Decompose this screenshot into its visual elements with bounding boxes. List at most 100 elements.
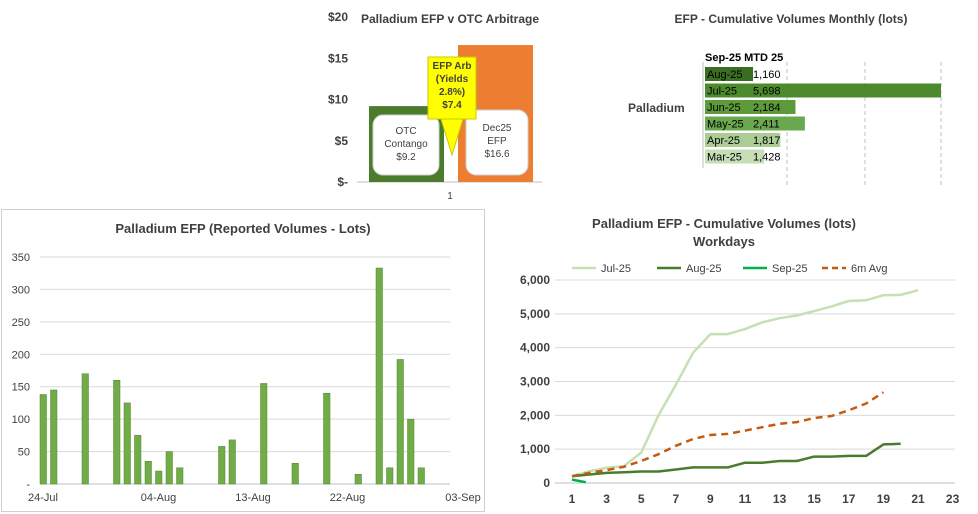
arb-y-tick: $20 (328, 10, 348, 24)
series-line-jul-25 (571, 288, 919, 478)
reported-bar (396, 359, 404, 485)
cumulative-x-tick: 15 (808, 492, 822, 506)
reported-bar (354, 474, 362, 485)
monthly-header: Sep-25 MTD 25 (705, 52, 783, 64)
monthly-bar-month: Jun-25 (707, 102, 741, 114)
volumes-panel-border (1, 209, 485, 512)
arb-callout-label: $7.4 (442, 100, 462, 111)
monthly-bar (705, 67, 754, 81)
monthly-bar-value: 5,698 (753, 86, 781, 98)
series-line-6m-avg (571, 391, 885, 478)
cumulative-x-tick: 1 (569, 492, 576, 506)
reported-bar (417, 467, 425, 485)
monthly-group-label: Palladium (628, 101, 685, 115)
monthly-bar-value: 2,184 (753, 102, 781, 114)
reported-bar (407, 418, 415, 485)
series-line-sep-25 (571, 478, 587, 484)
cumulative-y-tick: 5,000 (520, 307, 550, 321)
arb-callout-box (427, 56, 477, 120)
monthly-bar-value: 1,428 (753, 152, 781, 164)
cumulative-x-tick: 11 (739, 492, 752, 506)
arb-callout-label: (Yields (436, 74, 469, 85)
reported-bar (39, 394, 47, 485)
reported-y-tick: - (26, 479, 30, 491)
monthly-bar-value: 1,160 (753, 69, 781, 81)
legend-label: Aug-25 (686, 263, 721, 275)
arb-chart-title: Palladium EFP v OTC Arbitrage (361, 12, 539, 26)
reported-y-tick: 300 (12, 284, 30, 296)
monthly-bar-value: 2,411 (753, 119, 780, 131)
arb-y-tick: $15 (328, 51, 348, 65)
reported-bar (144, 461, 152, 485)
reported-y-tick: 200 (12, 349, 30, 361)
arb-callout-label: EFP Arb (433, 61, 472, 72)
legend-label: Jul-25 (601, 263, 631, 275)
arb-y-tick: $5 (335, 134, 349, 148)
otc-label: OTC (395, 126, 416, 137)
reported-bar (165, 451, 173, 485)
otc-label: $9.2 (396, 152, 416, 163)
monthly-bar (705, 83, 941, 98)
cumulative-x-tick: 21 (911, 492, 925, 506)
reported-bar (260, 383, 268, 485)
arb-callout-label: 2.8%) (439, 87, 465, 98)
cumulative-chart-title: Palladium EFP - Cumulative Volumes (lots… (592, 216, 856, 231)
cumulative-y-tick: 0 (543, 476, 550, 490)
reported-y-tick: 350 (12, 252, 30, 264)
reported-y-tick: 250 (12, 317, 30, 329)
arb-y-tick: $10 (328, 93, 348, 107)
cumulative-x-tick: 3 (603, 492, 610, 506)
cumulative-x-tick: 7 (672, 492, 679, 506)
reported-bar (155, 470, 163, 485)
reported-bar (123, 402, 131, 485)
arb-x-tick: 1 (447, 191, 453, 202)
reported-bar (375, 267, 383, 485)
cumulative-x-tick: 23 (946, 492, 960, 506)
cumulative-y-tick: 2,000 (520, 408, 550, 422)
reported-x-tick: 03-Sep (445, 492, 480, 504)
reported-chart-title: Palladium EFP (Reported Volumes - Lots) (115, 221, 370, 236)
efp-label: $16.6 (484, 149, 509, 160)
reported-bar (228, 439, 236, 485)
reported-bar (113, 379, 121, 485)
cumulative-y-tick: 3,000 (520, 375, 550, 389)
monthly-chart-title: EFP - Cumulative Volumes Monthly (lots) (675, 12, 908, 26)
monthly-bar-month: Apr-25 (707, 135, 740, 147)
reported-bar (386, 467, 394, 485)
series-line-aug-25 (571, 442, 901, 478)
monthly-bar (705, 116, 805, 131)
monthly-bar (705, 133, 781, 147)
cumulative-x-tick: 9 (707, 492, 714, 506)
reported-bar (176, 467, 184, 485)
monthly-bar-value: 1,817 (753, 135, 781, 147)
reported-y-tick: 150 (12, 382, 30, 394)
reported-bar (50, 389, 58, 485)
efp-label: EFP (487, 136, 507, 147)
cumulative-y-tick: 6,000 (520, 273, 550, 287)
efp-label: Dec25 (483, 123, 512, 134)
reported-x-tick: 24-Jul (28, 492, 58, 504)
otc-label-box (372, 114, 440, 176)
reported-bar (81, 373, 89, 485)
reported-bar (218, 446, 226, 485)
reported-x-tick: 13-Aug (235, 492, 270, 504)
efp-label-box (465, 109, 529, 176)
cumulative-x-tick: 19 (877, 492, 891, 506)
otc-label: Contango (384, 139, 428, 150)
reported-bar (134, 435, 142, 485)
cumulative-x-tick: 13 (773, 492, 787, 506)
reported-x-tick: 22-Aug (330, 492, 365, 504)
arb-callout-arrow (440, 118, 464, 157)
monthly-bar-month: Aug-25 (707, 69, 742, 81)
monthly-bar-month: Mar-25 (707, 152, 742, 164)
arb-y-tick: $- (337, 175, 348, 189)
legend-label: Sep-25 (772, 263, 807, 275)
reported-bar (323, 392, 331, 485)
monthly-bar (705, 100, 796, 114)
monthly-bar (705, 149, 765, 164)
monthly-bar-month: Jul-25 (707, 86, 737, 98)
cumulative-chart-subtitle: Workdays (693, 234, 755, 249)
legend-label: 6m Avg (851, 263, 888, 275)
reported-y-tick: 100 (12, 414, 30, 426)
